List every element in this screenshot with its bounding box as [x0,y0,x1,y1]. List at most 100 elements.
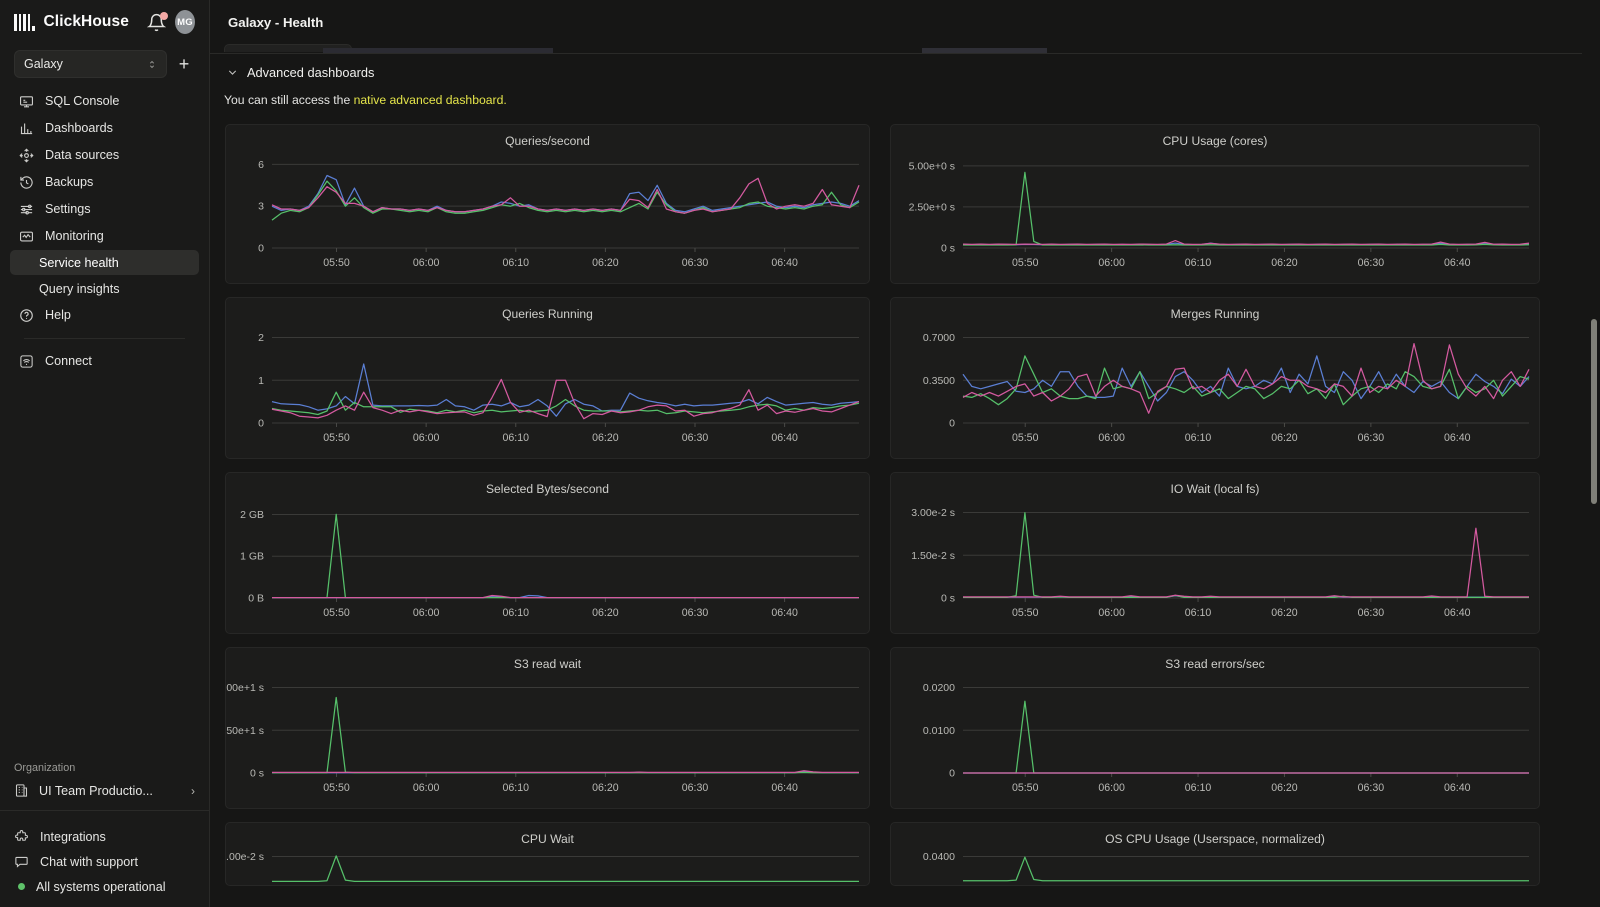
x-axis-tick-label: 05:50 [1012,782,1039,794]
sidebar-item-query-insights[interactable]: Query insights [10,276,199,301]
organization-switcher[interactable]: UI Team Productio... › [14,781,195,800]
sidebar-item-label: Settings [45,202,91,216]
vertical-scrollbar[interactable] [1591,319,1597,504]
main-region: Galaxy - Health Advanced dashboards You … [210,0,1600,907]
y-axis-tick-label: 5.00e+0 s [909,160,955,172]
x-axis-tick-label: 06:20 [592,432,619,444]
x-axis-tick-label: 06:10 [1185,782,1212,794]
chart-title: S3 read errors/sec [1165,657,1265,671]
system-status[interactable]: All systems operational [14,874,195,899]
native-advanced-dashboard-link[interactable]: native advanced dashboard. [353,93,507,107]
section-title: Advanced dashboards [247,65,375,80]
x-axis-tick-label: 06:40 [1444,782,1471,794]
native-dashboard-note: You can still access the native advanced… [210,80,1600,107]
x-axis-tick-label: 06:20 [1271,432,1298,444]
chart-title: Selected Bytes/second [485,482,610,496]
sidebar-item-backups[interactable]: Backups [10,169,199,195]
chart-title: CPU Usage (cores) [1162,134,1268,148]
x-axis-tick-label: 06:20 [592,607,619,619]
sidebar-item-dashboards[interactable]: Dashboards [10,115,199,141]
chart-panel[interactable]: S3 read wait 0 s 1.50e+1 s 3.00e+1 s 05:50 06… [225,647,870,809]
sidebar-item-settings[interactable]: Settings [10,196,199,222]
x-axis-tick-label: 05:50 [1012,607,1039,619]
x-axis-tick-label: 06:10 [503,782,530,794]
building-icon [14,783,29,798]
advanced-dashboards-section-header[interactable]: Advanced dashboards [210,54,1600,80]
chart-panel[interactable]: CPU Wait 4.00e-2 s [225,822,870,886]
tab-remnant-highlight[interactable] [323,48,553,54]
chart-series-line [962,239,1530,246]
add-service-button[interactable]: + [178,54,190,74]
x-axis-tick-label: 05:50 [1012,257,1039,269]
y-axis-tick-label: 3 [258,201,264,213]
chart-canvas: 0 1 2 05:50 06:00 06:10 06:20 06:30 06:40 [258,332,860,444]
chart-canvas: 0 s 1.50e-2 s 3.00e-2 s 05:50 06:00 06:10 06:2… [911,507,1529,619]
x-axis-tick-label: 05:50 [323,782,350,794]
chart-title: Queries/second [505,134,590,148]
service-select[interactable]: Galaxy [14,50,167,78]
sidebar-footer-label: Integrations [40,829,106,844]
organization-label: Organization [14,762,76,774]
service-selector-row: Galaxy + [0,44,209,88]
x-axis-tick-label: 06:00 [413,432,440,444]
y-axis-tick-label: 0 [949,418,955,430]
chart-canvas: 0 s 2.50e+0 s 5.00e+0 s 05:50 06:00 06:10 06:2… [909,160,1530,269]
sidebar-item-data-sources[interactable]: Data sources [10,142,199,168]
x-axis-tick-label: 05:50 [323,607,350,619]
chart-panel[interactable]: Merges Running 0 0.3500 0.7000 05:50 06:00 06:… [890,297,1540,459]
x-axis-tick-label: 06:30 [1358,782,1385,794]
x-axis-tick-label: 06:20 [1271,257,1298,269]
chart-canvas: 0 0.0100 0.0200 05:50 06:00 06:10 06:20 06:30 06… [923,682,1529,794]
chart-series-line [271,391,860,416]
y-axis-tick-label: 3.00e+1 s [226,682,264,694]
question-circle-icon [19,308,34,323]
y-axis-tick-label: 0.0200 [923,682,955,694]
chart-series-line [963,527,1529,598]
x-axis-tick-label: 06:10 [1185,432,1212,444]
avatar[interactable]: MG [174,10,195,34]
sidebar-item-service-health[interactable]: Service health [10,250,199,275]
sidebar-item-connect[interactable]: Connect [10,348,199,374]
topbar: Galaxy - Health [210,0,1600,44]
sidebar-item-monitoring[interactable]: Monitoring [10,223,199,249]
chart-panel[interactable]: Queries/second 0 3 6 05:50 06:00 06:10 06:20 06:… [225,124,870,284]
y-axis-tick-label: 0.0100 [923,725,955,737]
chart-panel[interactable]: S3 read errors/sec 0 0.0100 0.0200 05:50 06:0… [890,647,1540,809]
brand-row: ClickHouse MG [0,0,209,44]
chart-series-line [271,177,860,214]
chart-panel[interactable]: Selected Bytes/second 0 B 1 GB 2 GB 05:50 06:… [225,472,870,634]
x-axis-tick-label: 06:40 [1444,257,1471,269]
tab-remnant-secondary[interactable] [922,48,1047,54]
chart-panel[interactable]: OS CPU Usage (Userspace, normalized) 0.04… [890,822,1540,886]
organization-block: Organization UI Team Productio... › [0,762,209,800]
sliders-icon [19,202,34,217]
y-axis-tick-label: 4.00e-2 s [226,851,264,863]
x-axis-tick-label: 06:00 [413,782,440,794]
x-axis-tick-label: 06:20 [1271,782,1298,794]
bell-icon [146,13,167,31]
x-axis-tick-label: 06:30 [1358,432,1385,444]
sidebar-item-integrations[interactable]: Integrations [14,824,195,849]
chart-panel[interactable]: Queries Running 0 1 2 05:50 06:00 06:10 06:20 06… [225,297,870,459]
y-axis-tick-label: 0 s [941,593,955,605]
sidebar-item-help[interactable]: Help [10,302,199,328]
chart-series-line [963,171,1530,246]
chart-canvas: 4.00e-2 s [226,851,859,883]
x-axis-tick-label: 06:20 [592,782,619,794]
status-dot-icon [18,883,25,890]
sidebar-item-label: Data sources [45,148,120,162]
sidebar-item-sql-console[interactable]: SQL Console [10,88,199,114]
sidebar-subitem-label: Service health [39,255,119,270]
scrolled-tabs-remnant [210,44,1600,54]
content-scroll-area[interactable]: Advanced dashboards You can still access… [210,44,1600,907]
y-axis-tick-label: 0.0400 [923,851,955,863]
history-icon [19,175,34,190]
x-axis-tick-label: 06:10 [503,607,530,619]
x-axis-tick-label: 05:50 [323,257,350,269]
sidebar-item-chat-support[interactable]: Chat with support [14,849,195,874]
chart-series-line [271,378,860,420]
chart-panel[interactable]: CPU Usage (cores) 0 s 2.50e+0 s 5.00e+0 s 05… [890,124,1540,284]
notifications-button[interactable] [146,11,168,32]
chat-icon [14,854,29,869]
